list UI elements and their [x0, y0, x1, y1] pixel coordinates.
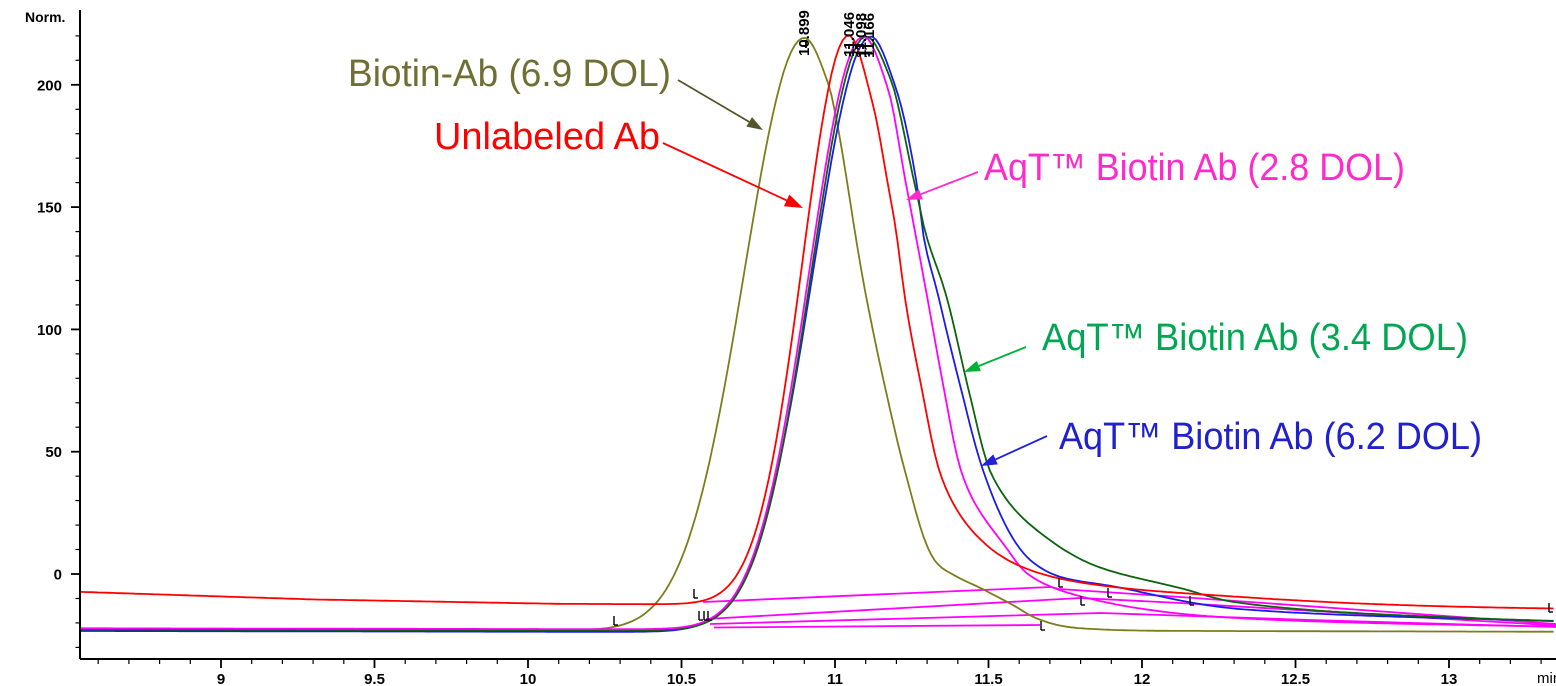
svg-text:10.5: 10.5	[667, 671, 696, 686]
svg-text:0: 0	[54, 567, 62, 584]
svg-text:150: 150	[37, 200, 62, 217]
svg-text:50: 50	[45, 444, 62, 461]
svg-text:11.098: 11.098	[853, 13, 870, 58]
svg-text:200: 200	[37, 77, 62, 94]
svg-text:100: 100	[37, 322, 62, 339]
svg-text:Biotin-Ab (6.9 DOL): Biotin-Ab (6.9 DOL)	[348, 53, 671, 95]
svg-text:12.5: 12.5	[1281, 671, 1310, 686]
svg-text:10: 10	[520, 671, 537, 686]
svg-text:Norm.: Norm.	[25, 9, 65, 25]
svg-text:11.5: 11.5	[974, 671, 1002, 686]
svg-text:9: 9	[217, 671, 225, 686]
svg-text:10.899: 10.899	[796, 10, 813, 56]
svg-text:AqT™ Biotin Ab (6.2 DOL): AqT™ Biotin Ab (6.2 DOL)	[1059, 416, 1482, 458]
svg-text:12: 12	[1134, 671, 1151, 686]
svg-text:AqT™ Biotin Ab (3.4 DOL): AqT™ Biotin Ab (3.4 DOL)	[1042, 317, 1468, 359]
svg-text:13: 13	[1441, 671, 1458, 686]
svg-text:min: min	[1537, 670, 1556, 686]
svg-text:Unlabeled Ab: Unlabeled Ab	[434, 116, 660, 158]
svg-text:11.166: 11.166	[861, 13, 878, 58]
svg-text:11: 11	[827, 671, 843, 686]
svg-text:9.5: 9.5	[364, 671, 385, 686]
svg-text:AqT™ Biotin Ab (2.8 DOL): AqT™ Biotin Ab (2.8 DOL)	[984, 147, 1405, 189]
svg-text:11.046: 11.046	[841, 12, 858, 57]
